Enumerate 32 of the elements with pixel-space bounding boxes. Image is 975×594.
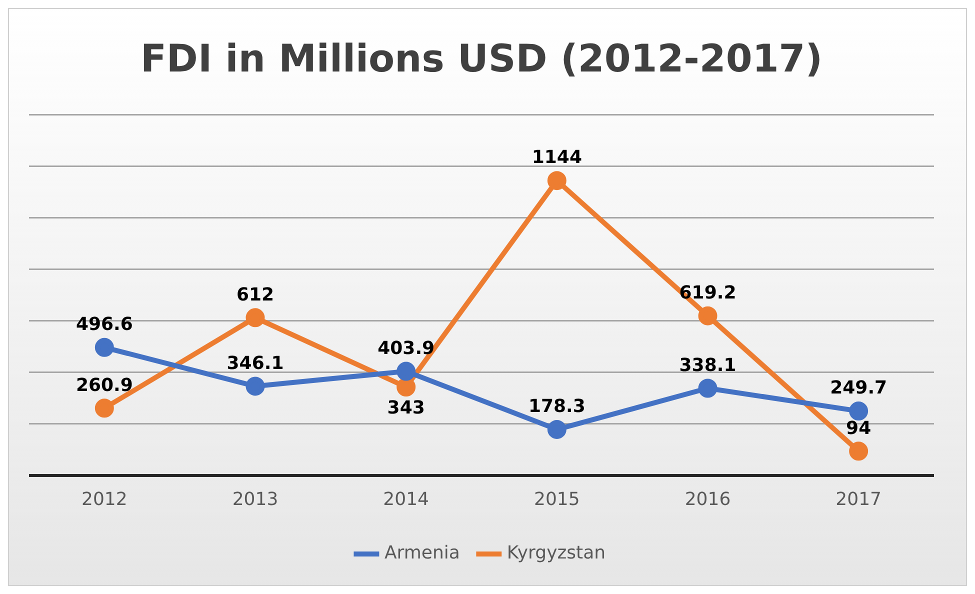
point: [849, 402, 868, 421]
data-label: 260.9: [76, 374, 133, 396]
x-tick-label: 2012: [82, 488, 128, 510]
data-label: 496.6: [76, 314, 133, 336]
legend-label: Kyrgyzstan: [506, 542, 606, 564]
point: [246, 376, 265, 396]
point: [547, 171, 566, 190]
point: [246, 308, 265, 328]
point: [849, 442, 868, 461]
x-tick-label: 2014: [383, 488, 429, 510]
data-label: 249.7: [830, 378, 888, 399]
data-label: 1144: [532, 147, 582, 168]
data-label: 94: [846, 418, 872, 439]
point: [94, 338, 114, 357]
chart-title: FDI in Millions USD (2012-2017): [140, 36, 823, 81]
point: [698, 378, 718, 398]
point: [547, 420, 566, 439]
x-tick-label: 2013: [232, 488, 278, 510]
x-tick-label: 2015: [534, 488, 580, 510]
data-label: 178.3: [528, 396, 586, 418]
point: [698, 306, 718, 326]
x-tick-label: 2017: [836, 488, 882, 510]
point: [94, 398, 114, 418]
legend-label: Armenia: [384, 542, 460, 564]
data-label: 403.9: [378, 338, 435, 359]
data-label: 612: [236, 284, 274, 306]
data-label: 346.1: [226, 352, 284, 374]
x-tick-label: 2016: [684, 488, 731, 510]
data-label: 338.1: [679, 354, 736, 376]
point: [396, 362, 416, 381]
data-label: 343: [387, 398, 425, 419]
point: [396, 378, 416, 397]
